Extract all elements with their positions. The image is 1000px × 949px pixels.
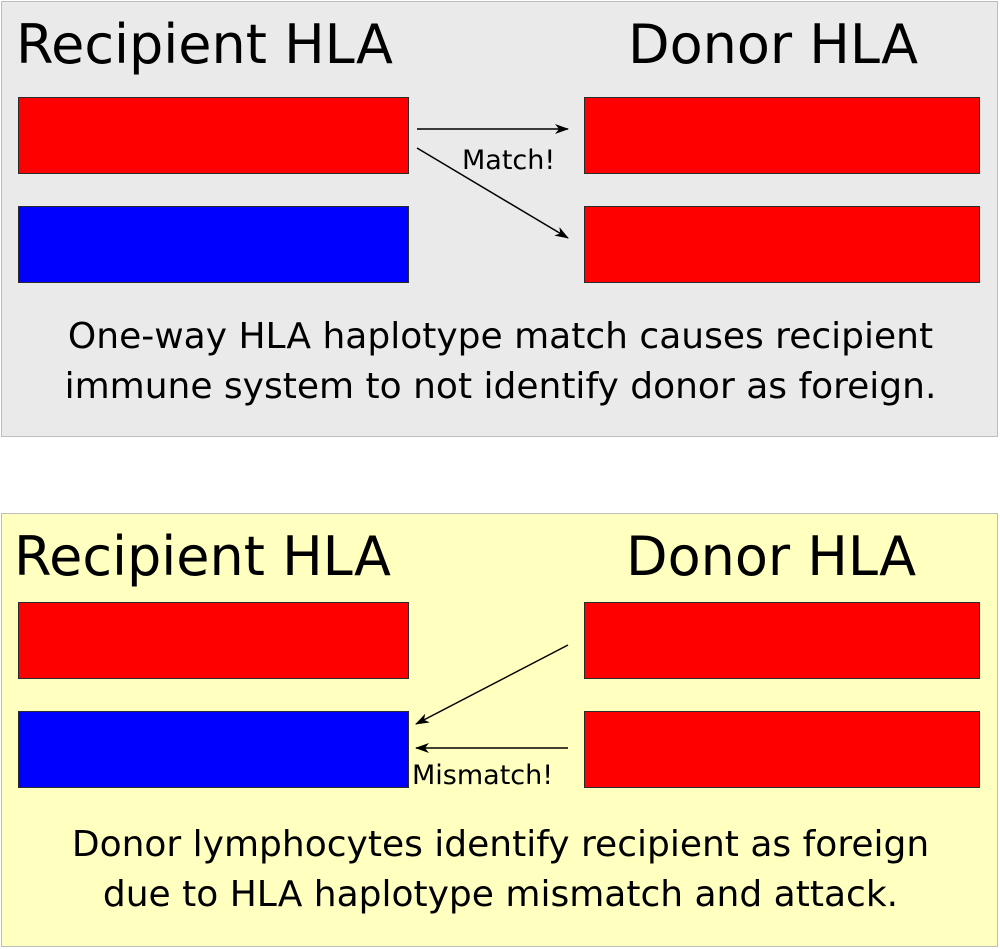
mismatch-panel: Recipient HLA Donor HLA Mismatch! Donor … [1,513,998,947]
donor-haplotype-2-bar [584,711,980,788]
recipient-haplotype-1-bar [18,602,409,679]
recipient-hla-heading: Recipient HLA [16,13,393,76]
donor-haplotype-1-bar [584,602,980,679]
match-label: Match! [462,145,556,176]
donor-haplotype-2-bar [584,206,980,283]
mismatch-label: Mismatch! [412,760,554,791]
recipient-haplotype-1-bar [18,97,409,174]
match-caption: One-way HLA haplotype match causes recip… [2,312,999,412]
donor-hla-heading: Donor HLA [628,13,919,76]
recipient-haplotype-2-bar [18,206,409,283]
mismatch-caption-line-1: Donor lymphocytes identify recipient as … [71,824,930,865]
mismatch-caption-line-2: due to HLA haplotype mismatch and attack… [102,874,899,915]
mismatch-caption: Donor lymphocytes identify recipient as … [2,820,999,920]
donor-hla-heading: Donor HLA [626,525,917,588]
donor-haplotype-1-bar [584,97,980,174]
match-caption-line-2: immune system to not identify donor as f… [64,366,937,407]
recipient-hla-heading: Recipient HLA [14,525,391,588]
recipient-haplotype-2-bar [18,711,409,788]
match-caption-line-1: One-way HLA haplotype match causes recip… [67,316,934,357]
match-panel: Recipient HLA Donor HLA Match! One-way H… [1,1,998,437]
